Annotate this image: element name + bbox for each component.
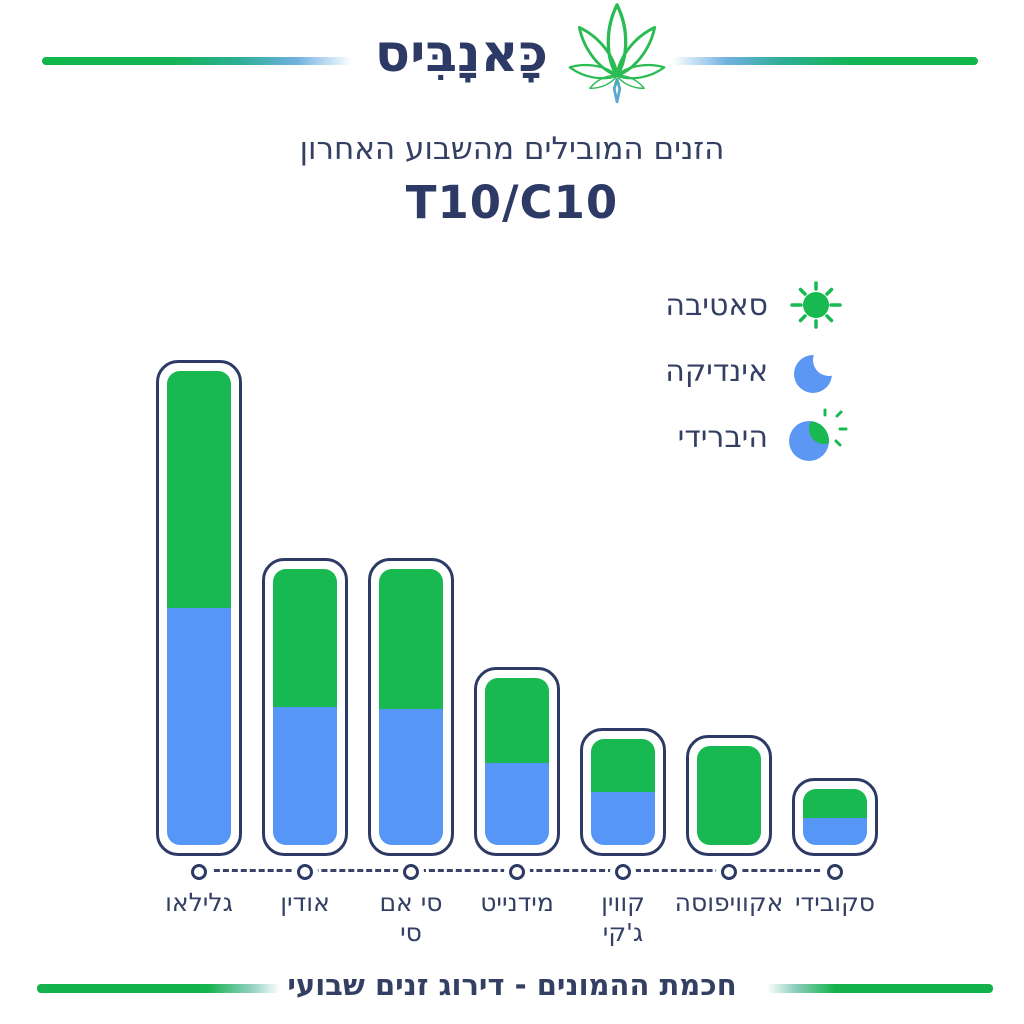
bar-מידנייט [474,667,560,856]
header-accent-line-left [42,57,352,65]
sativa-segment [697,746,761,845]
bar-label-קווין ג'קי: קווין ג'קי [601,888,645,947]
axis-point [403,864,419,880]
indica-segment [485,762,549,845]
chart-legend: סאטיבה אינדיקה היברידי [665,276,848,466]
bar-fill [273,569,337,845]
bar-fill [485,678,549,845]
header-accent-line-right [672,57,978,65]
footer-accent-line-left [37,984,280,993]
bar-fill [591,739,655,845]
bar-fill [697,746,761,845]
hybrid-sun-moon-icon [784,408,848,466]
legend-item-sativa: סאטיבה [665,276,848,334]
bar-label-מידנייט: מידנייט [480,888,554,917]
bar-label-אקוויפוסה: אקוויפוסה [674,888,784,917]
axis-point [297,864,313,880]
axis-point [615,864,631,880]
logo-text: כָּאנָבִּיס [374,24,548,84]
bar-label-סקובידי: סקובידי [794,888,876,917]
bar-label-גלילאו: גלילאו [165,888,233,917]
indica-segment [803,818,867,845]
cannabis-leaf-icon [567,3,667,104]
bar-קווין ג'קי [580,728,666,856]
bar-סקובידי [792,778,878,856]
bar-סי אם סי [368,558,454,856]
sun-icon [784,276,848,334]
indica-segment [167,608,231,845]
bar-fill [803,789,867,845]
indica-segment [591,792,655,845]
indica-segment [379,709,443,845]
sativa-segment [591,739,655,792]
bar-אודין [262,558,348,856]
footer-caption: חכמת ההמונים - דירוג זנים שבועי [287,968,737,1002]
page-subtitle: T10/C10 [405,176,619,229]
axis-point [827,864,843,880]
legend-label-hybrid: היברידי [677,419,768,455]
moon-icon [784,342,848,400]
bar-label-סי אם סי: סי אם סי [379,888,443,947]
legend-item-indica: אינדיקה [665,342,848,400]
bar-אקוויפוסה [686,735,772,856]
sativa-segment [379,569,443,710]
legend-label-sativa: סאטיבה [665,287,768,323]
axis-point [509,864,525,880]
legend-item-hybrid: היברידי [678,408,848,466]
axis-point [721,864,737,880]
indica-segment [273,707,337,845]
sativa-segment [803,789,867,819]
sativa-segment [167,371,231,608]
page-title: הזנים המובילים מהשבוע האחרון [299,131,725,167]
sativa-segment [273,569,337,707]
axis-point [191,864,207,880]
bar-fill [379,569,443,845]
legend-label-indica: אינדיקה [665,353,768,389]
footer-accent-line-right [767,984,993,993]
bar-label-אודין: אודין [280,888,330,917]
bar-fill [167,371,231,845]
bar-גלילאו [156,360,242,856]
sativa-segment [485,678,549,763]
